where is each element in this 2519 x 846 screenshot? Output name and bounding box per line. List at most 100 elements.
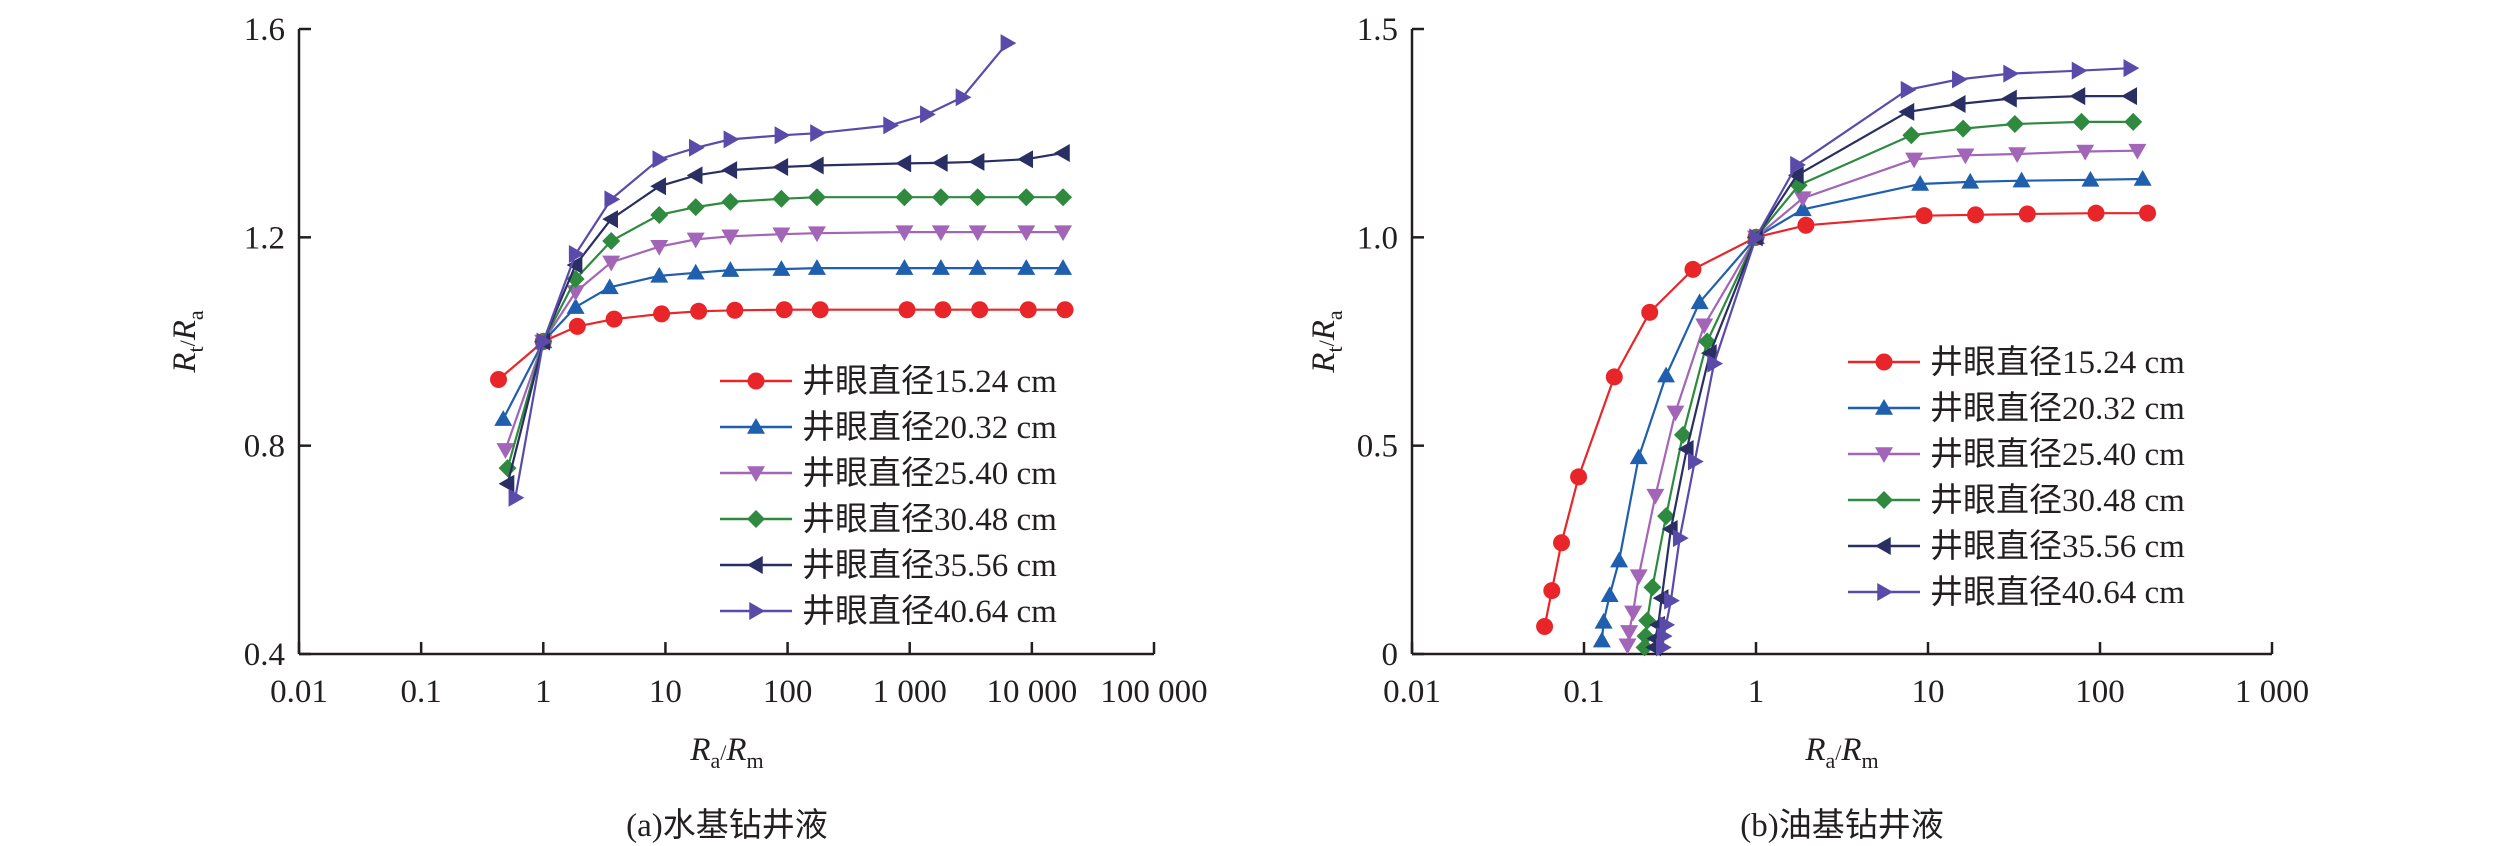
marker-triangle-left xyxy=(1054,143,1070,162)
marker-circle xyxy=(1536,618,1554,635)
marker-diamond xyxy=(968,188,987,207)
x-axis-label-sep: / xyxy=(720,740,727,765)
marker-triangle-down xyxy=(650,239,669,256)
marker-triangle-up xyxy=(895,259,914,275)
legend-entry-4: 井眼直径35.56 cm xyxy=(1848,528,2185,565)
legend-entry-2: 井眼直径25.40 cm xyxy=(1848,436,2185,473)
marker-circle xyxy=(775,301,793,319)
marker-triangle-right xyxy=(883,116,900,135)
marker-circle xyxy=(605,310,623,328)
marker-triangle-down xyxy=(721,229,740,246)
marker-triangle-left xyxy=(2001,89,2017,108)
marker-diamond xyxy=(1054,188,1073,207)
x-tick-label: 100 xyxy=(2075,674,2125,710)
marker-circle xyxy=(653,305,671,323)
marker-triangle-right xyxy=(774,126,791,145)
x-axis-label-s2: m xyxy=(1862,748,1879,773)
marker-triangle-left xyxy=(498,474,515,493)
y-axis-label: Rt/Ra xyxy=(1306,310,1347,374)
marker-triangle-up xyxy=(968,259,987,275)
marker-diamond xyxy=(650,205,669,224)
marker-triangle-up xyxy=(721,261,740,277)
legend-entry-1: 井眼直径20.32 cm xyxy=(1848,390,2185,427)
y-axis-label-sep: / xyxy=(1314,339,1339,346)
marker-circle xyxy=(1967,206,1985,224)
marker-triangle-down xyxy=(1646,488,1665,505)
marker-triangle-up xyxy=(1793,200,1812,217)
legend-entry-4: 井眼直径35.56 cm xyxy=(720,547,1057,584)
marker-triangle-down xyxy=(968,225,987,242)
x-tick-label: 100 xyxy=(763,674,813,710)
legend-entry-2: 井眼直径25.40 cm xyxy=(720,455,1057,492)
legend-label: 井眼直径20.32 cm xyxy=(1930,390,2185,427)
marker-triangle-left xyxy=(1875,537,1891,555)
marker-diamond xyxy=(1673,425,1692,444)
marker-triangle-up xyxy=(2012,171,2031,188)
marker-circle xyxy=(1797,216,1815,234)
y-tick-label: 1.6 xyxy=(244,12,285,48)
y-tick-label: 0.4 xyxy=(244,637,285,673)
x-axis-label-r2: R xyxy=(1840,732,1861,768)
marker-triangle-left xyxy=(968,152,985,171)
marker-diamond xyxy=(1954,119,1973,138)
x-axis-label: Ra/Rm xyxy=(689,732,763,773)
marker-triangle-left xyxy=(650,177,666,196)
marker-triangle-right xyxy=(1672,529,1689,548)
marker-diamond xyxy=(721,192,740,211)
marker-diamond xyxy=(2072,112,2091,131)
marker-triangle-right xyxy=(749,602,765,620)
marker-diamond xyxy=(2124,112,2143,131)
marker-triangle-left xyxy=(1787,166,1804,185)
marker-circle xyxy=(934,301,952,319)
legend-entry-3: 井眼直径30.48 cm xyxy=(1848,482,2185,519)
x-tick-label: 10 xyxy=(649,674,682,710)
marker-triangle-up xyxy=(2081,170,2100,187)
marker-triangle-right xyxy=(1749,228,1765,247)
marker-triangle-down xyxy=(1666,405,1685,422)
marker-triangle-up xyxy=(494,410,513,426)
marker-diamond xyxy=(1643,578,1662,597)
legend-label: 井眼直径30.48 cm xyxy=(802,501,1057,538)
x-tick-label: 1 xyxy=(535,674,552,710)
x-tick-label: 0.01 xyxy=(270,674,328,710)
marker-circle xyxy=(1570,468,1588,486)
marker-triangle-up xyxy=(1610,551,1629,568)
marker-circle xyxy=(1875,353,1893,371)
y-axis-label-s2: a xyxy=(1322,310,1347,320)
legend-entry-5: 井眼直径40.64 cm xyxy=(1848,574,2185,611)
marker-triangle-right xyxy=(2003,64,2020,83)
marker-triangle-down xyxy=(772,227,791,244)
marker-diamond xyxy=(807,188,826,207)
y-axis-label-sep: / xyxy=(175,339,200,346)
x-tick-label: 1 000 xyxy=(873,674,947,710)
marker-circle xyxy=(1553,534,1571,552)
legend-entry-0: 井眼直径15.24 cm xyxy=(720,363,1057,400)
y-tick-label: 1.5 xyxy=(1357,12,1398,48)
marker-triangle-up xyxy=(2133,170,2152,186)
marker-triangle-right xyxy=(1900,80,1917,99)
x-tick-label: 0.01 xyxy=(1383,674,1441,710)
x-tick-label: 1 000 xyxy=(2235,674,2309,710)
marker-triangle-right xyxy=(1952,70,1968,89)
legend-label: 井眼直径30.48 cm xyxy=(1930,482,2185,519)
legend-label: 井眼直径15.24 cm xyxy=(802,363,1057,400)
marker-circle xyxy=(1543,582,1561,600)
marker-triangle-left xyxy=(895,154,912,173)
marker-triangle-left xyxy=(566,255,583,274)
marker-diamond xyxy=(772,189,791,208)
marker-triangle-left xyxy=(721,161,738,180)
marker-triangle-down xyxy=(747,466,765,482)
chart-caption: (b)油基钻井液 xyxy=(1740,807,1943,844)
y-tick-label: 0.8 xyxy=(244,429,285,465)
marker-triangle-right xyxy=(1707,354,1724,373)
x-axis-label: Ra/Rm xyxy=(1804,732,1878,773)
y-axis-label-r1: R xyxy=(167,353,203,374)
marker-circle xyxy=(971,301,989,319)
marker-triangle-down xyxy=(1618,638,1637,655)
marker-triangle-right xyxy=(652,150,669,169)
marker-circle xyxy=(898,301,916,319)
series-1 xyxy=(494,259,1073,426)
marker-triangle-up xyxy=(1690,293,1709,310)
marker-circle xyxy=(811,301,829,319)
marker-triangle-right xyxy=(1000,34,1017,53)
